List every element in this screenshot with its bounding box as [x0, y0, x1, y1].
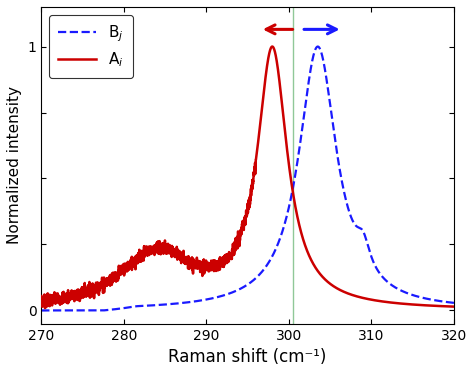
B$_j$	[399, 288, 404, 293]
B$_j$	[197, 298, 202, 303]
A$_i$	[399, 301, 404, 306]
B$_j$	[451, 301, 457, 305]
B$_j$	[443, 300, 449, 304]
A$_i$	[38, 294, 44, 298]
A$_i$	[110, 270, 116, 275]
Y-axis label: Normalized intensity: Normalized intensity	[7, 86, 22, 244]
B$_j$	[85, 308, 91, 313]
Line: B$_j$: B$_j$	[41, 47, 454, 310]
B$_j$	[38, 308, 44, 313]
A$_i$	[215, 259, 220, 263]
A$_i$	[197, 264, 202, 268]
A$_i$	[86, 291, 91, 295]
Legend: B$_j$, A$_i$: B$_j$, A$_i$	[49, 15, 133, 78]
A$_i$	[443, 304, 449, 308]
A$_i$	[451, 304, 457, 309]
Line: A$_i$: A$_i$	[41, 47, 454, 308]
X-axis label: Raman shift (cm⁻¹): Raman shift (cm⁻¹)	[168, 348, 327, 366]
A$_i$	[42, 306, 48, 310]
A$_i$	[269, 44, 275, 49]
B$_j$	[215, 295, 220, 300]
B$_j$	[315, 44, 321, 49]
B$_j$	[110, 307, 116, 312]
